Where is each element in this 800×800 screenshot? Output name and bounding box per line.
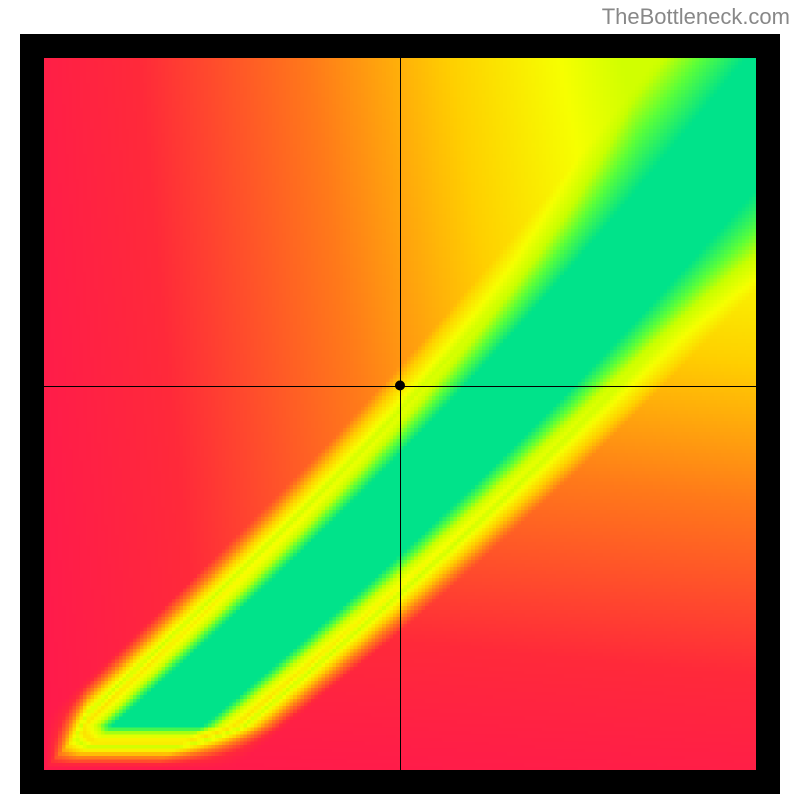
chart-frame (20, 34, 780, 794)
overlay-canvas (44, 58, 756, 770)
chart-container: TheBottleneck.com (0, 0, 800, 800)
attribution-text: TheBottleneck.com (602, 4, 790, 30)
plot-area (44, 58, 756, 770)
